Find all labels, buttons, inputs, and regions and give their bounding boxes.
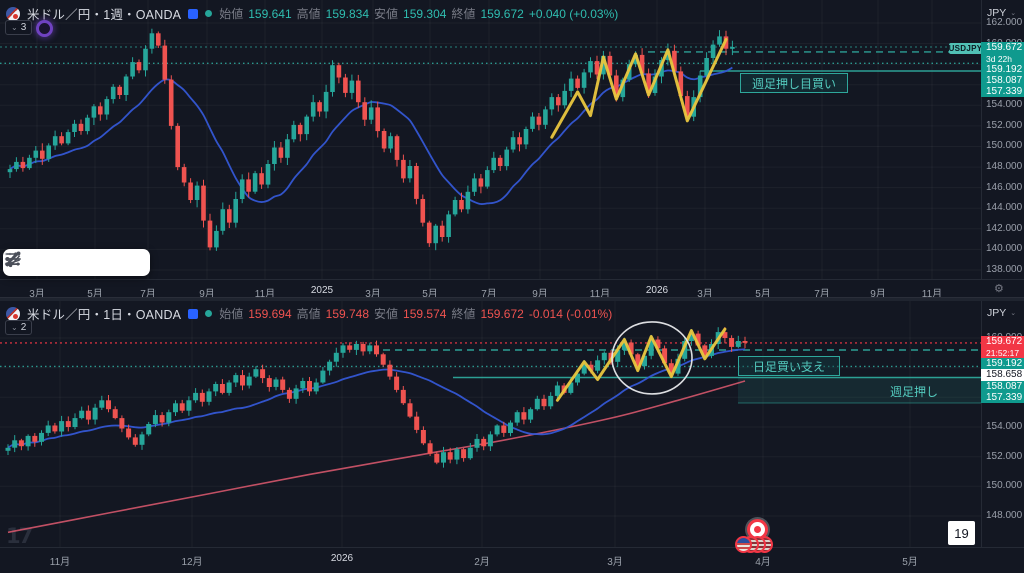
time-axis-label: 7月: [140, 289, 156, 300]
time-axis-label: 3月: [365, 289, 381, 300]
gridlines: [0, 0, 981, 279]
time-axis-label: 5月: [87, 289, 103, 300]
weekly-dip-band[interactable]: [738, 377, 981, 404]
scale-tick-label: 152.000: [986, 120, 1023, 131]
time-axis-label: 7月: [814, 289, 830, 300]
price-label-159.672: 159.672: [981, 42, 1024, 54]
drawing-toolbar: [3, 249, 150, 276]
price-label-3d 22h: 3d 22h: [981, 54, 1024, 64]
usdjpy-flag-icon: [6, 6, 20, 21]
time-axis-label: 2026: [330, 553, 354, 564]
zigzag-drawing[interactable]: [550, 38, 728, 139]
price-label-158.087: 158.087: [981, 381, 1024, 392]
ma-blue-line[interactable]: [7, 348, 746, 449]
price-label-157.339: 157.339: [981, 86, 1024, 97]
time-axis-label: 2月: [474, 557, 490, 568]
symbol-legend-weekly[interactable]: 米ドル／円・1週・OANDA 始値 159.641 高値 159.834 安値 159…: [6, 4, 618, 23]
candlesticks: [5, 327, 748, 468]
time-axis-label: 2025: [310, 285, 334, 296]
time-axis-label: 9月: [532, 289, 548, 300]
zigzag-drawing[interactable]: [555, 327, 727, 402]
ohlc-readout: 始値 159.694 高値 159.748 安値 159.574 終値 159.672 …: [219, 306, 613, 322]
scale-tick-label: 140.000: [986, 243, 1023, 254]
price-label-159.192: 159.192: [981, 358, 1024, 369]
usdjpy-flag-icon: [6, 306, 20, 321]
price-label-159.192: 159.192: [981, 64, 1024, 75]
daily-support-annotation[interactable]: 日足買い支え: [738, 356, 840, 376]
ohlc-readout: 始値 159.641 高値 159.834 安値 159.304 終値 159.672 …: [219, 6, 619, 22]
market-open-dot-icon: [205, 10, 213, 17]
time-axis-label: 11月: [254, 289, 276, 300]
symbol-title[interactable]: 米ドル／円・1週・OANDA: [27, 8, 182, 22]
price-label-158.087: 158.087: [981, 75, 1024, 86]
scale-tick-label: 154.000: [986, 99, 1023, 110]
scale-tick-label: 154.000: [986, 421, 1023, 432]
time-axis[interactable]: 11月 12月 2026 2月 3月 4月 5月: [0, 547, 1024, 573]
time-axis[interactable]: 3月 5月 7月 9月 11月 2025 3月 5月 7月 9月 11月 2026 3月 5月 7月 9月 11…: [0, 279, 1024, 300]
scale-tick-label: 144.000: [986, 202, 1023, 213]
time-axis-label: 3月: [697, 289, 713, 300]
time-axis-label: 5月: [755, 289, 771, 300]
price-scale-currency-daily[interactable]: JPY ⌄: [987, 307, 1017, 319]
scale-tick-label: 150.000: [986, 140, 1023, 151]
price-scale-currency-weekly[interactable]: JPY ⌄: [987, 7, 1017, 19]
gridlines: [0, 300, 981, 547]
weekly-dip-band-label[interactable]: 週足押し: [889, 385, 938, 399]
scale-tick-label: 146.000: [986, 182, 1023, 193]
indicator-count-chip-daily[interactable]: ⌄ 2: [5, 320, 33, 335]
scale-tick-label: 138.000: [986, 264, 1023, 275]
time-axis-label: 5月: [902, 557, 918, 568]
time-axis-label: 7月: [481, 289, 497, 300]
daily-chart-canvas[interactable]: [0, 300, 1024, 547]
weekly-buy-dip-annotation[interactable]: 週足押し目買い: [740, 73, 848, 93]
time-axis-label: 5月: [422, 289, 438, 300]
time-axis-label: 9月: [870, 289, 886, 300]
time-axis-label: 11月: [921, 289, 943, 300]
scale-tick-label: 162.000: [986, 17, 1023, 28]
scale-tick-label: 152.000: [986, 451, 1023, 462]
time-axis-label: 9月: [199, 289, 215, 300]
scale-tick-label: 150.000: [986, 480, 1023, 491]
market-open-dot-icon: [205, 310, 213, 317]
time-axis-label: 3月: [29, 289, 45, 300]
time-axis-label: 2026: [645, 285, 669, 296]
symbol-price-tag: USDJPY: [948, 43, 983, 54]
ellipse-highlight-drawing[interactable]: [611, 321, 693, 395]
time-axis-label: 4月: [755, 557, 771, 568]
weekly-chart-canvas[interactable]: [0, 0, 1024, 279]
time-axis-label: 12月: [181, 557, 203, 568]
scale-settings-gear-icon[interactable]: ⚙: [994, 283, 1004, 295]
pane-separator[interactable]: [0, 297, 1024, 301]
indicator-badge-icon[interactable]: [36, 20, 53, 37]
price-label-157.339: 157.339: [981, 392, 1024, 403]
date-box: 19: [948, 521, 975, 545]
symbol-title[interactable]: 米ドル／円・1日・OANDA: [27, 308, 182, 322]
time-axis-label: 11月: [589, 289, 611, 300]
scale-tick-label: 148.000: [986, 510, 1023, 521]
price-label-158.658: 158.658: [981, 369, 1024, 381]
exchange-logo-icon: [188, 8, 199, 19]
indicator-count-chip-weekly[interactable]: ⌄ 3: [5, 20, 33, 35]
time-axis-label: 3月: [607, 557, 623, 568]
symbol-legend-daily[interactable]: 米ドル／円・1日・OANDA 始値 159.694 高値 159.748 安値 159…: [6, 304, 612, 323]
price-label-21:52:17: 21:52:17: [981, 348, 1024, 358]
ma-long-line[interactable]: [7, 380, 746, 534]
us-event-flag-icon[interactable]: [735, 536, 752, 553]
time-axis-label: 11月: [49, 557, 71, 568]
exchange-logo-icon: [188, 308, 199, 319]
price-label-159.672: 159.672: [981, 336, 1024, 348]
scale-tick-label: 148.000: [986, 161, 1023, 172]
parallel-lines-tool-icon[interactable]: [3, 249, 23, 269]
candlesticks: [7, 28, 735, 251]
scale-tick-label: 142.000: [986, 223, 1023, 234]
